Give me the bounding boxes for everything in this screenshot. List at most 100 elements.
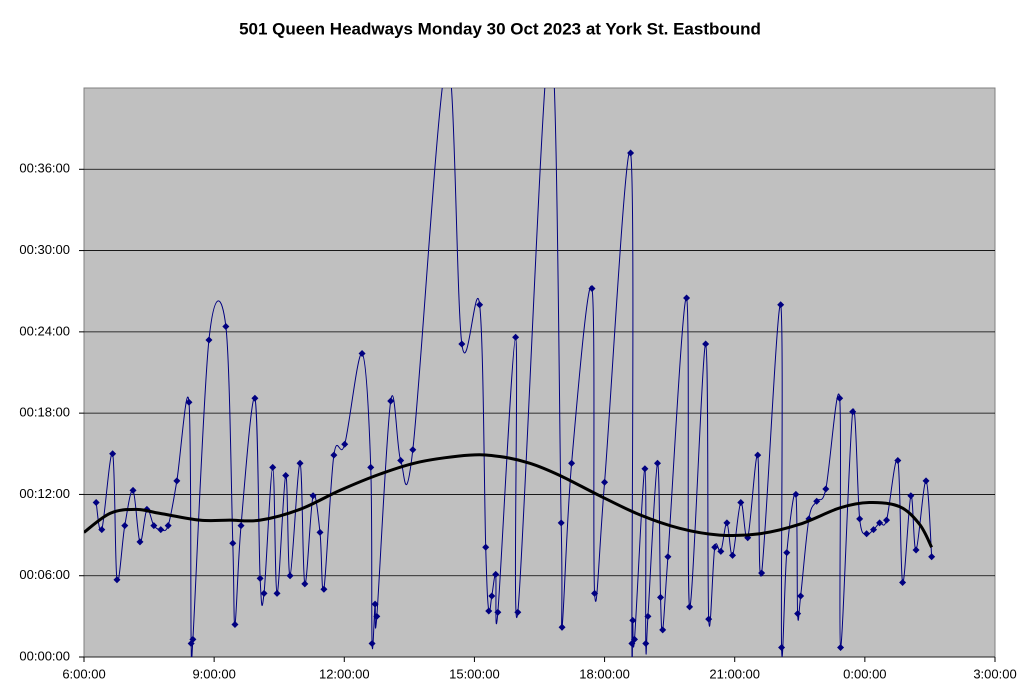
- y-tick-label: 00:00:00: [19, 648, 70, 663]
- data-point: [899, 578, 907, 586]
- data-point: [296, 459, 304, 467]
- chart-title: 501 Queen Headways Monday 30 Oct 2023 at…: [239, 19, 761, 38]
- data-point: [397, 457, 405, 465]
- data-point: [822, 485, 830, 493]
- data-point: [588, 285, 596, 293]
- data-point: [237, 522, 245, 530]
- data-point: [717, 547, 725, 555]
- x-tick-label: 12:00:00: [319, 666, 370, 681]
- data-point: [273, 589, 281, 597]
- data-point: [251, 394, 259, 402]
- data-point: [330, 451, 338, 459]
- data-point: [557, 519, 565, 527]
- data-point: [591, 589, 599, 597]
- data-point: [231, 620, 239, 628]
- data-point: [723, 519, 731, 527]
- data-point: [642, 639, 650, 647]
- data-point: [476, 301, 484, 309]
- data-point: [269, 463, 277, 471]
- data-point: [256, 574, 264, 582]
- data-point: [185, 398, 193, 406]
- data-point: [777, 301, 785, 309]
- x-tick-label: 0:00:00: [843, 666, 886, 681]
- data-point: [856, 515, 864, 523]
- data-point: [368, 639, 376, 647]
- data-point: [758, 569, 766, 577]
- data-point: [711, 543, 719, 551]
- data-point: [813, 497, 821, 505]
- data-point: [849, 408, 857, 416]
- x-tick-label: 15:00:00: [449, 666, 500, 681]
- data-point: [173, 477, 181, 485]
- data-point: [121, 522, 129, 530]
- data-point: [629, 616, 637, 624]
- data-point: [883, 516, 891, 524]
- data-point: [737, 499, 745, 507]
- data-point: [485, 607, 493, 615]
- y-tick-label: 00:36:00: [19, 161, 70, 176]
- data-point: [136, 538, 144, 546]
- data-point: [907, 492, 915, 500]
- data-point: [341, 440, 349, 448]
- data-point: [109, 450, 117, 458]
- data-point: [92, 499, 100, 507]
- data-point: [797, 592, 805, 600]
- data-point: [729, 551, 737, 559]
- data-point: [792, 490, 800, 498]
- data-point: [794, 610, 802, 618]
- data-point: [702, 340, 710, 348]
- data-point: [443, 57, 450, 64]
- data-point: [309, 492, 317, 500]
- y-tick-label: 00:30:00: [19, 242, 70, 257]
- data-point: [316, 528, 324, 536]
- y-tick-label: 00:06:00: [19, 567, 70, 582]
- data-point: [837, 644, 845, 652]
- data-point: [664, 553, 672, 561]
- y-tick-label: 00:12:00: [19, 486, 70, 501]
- x-tick-label: 21:00:00: [709, 666, 760, 681]
- data-point: [659, 626, 667, 634]
- y-tick-label: 00:24:00: [19, 323, 70, 338]
- data-point: [876, 519, 884, 527]
- data-point: [514, 608, 522, 616]
- data-point: [129, 486, 137, 494]
- data-point: [286, 572, 294, 580]
- data-point: [631, 635, 639, 643]
- data-point: [705, 615, 713, 623]
- data-point: [644, 612, 652, 620]
- data-point: [387, 397, 395, 405]
- y-tick-label: 00:18:00: [19, 405, 70, 420]
- data-point: [512, 333, 520, 341]
- data-point: [836, 394, 844, 402]
- data-point: [778, 644, 786, 652]
- data-point: [686, 603, 694, 611]
- data-point: [657, 593, 665, 601]
- data-point: [894, 457, 902, 465]
- data-point: [150, 522, 158, 530]
- data-point: [301, 580, 309, 588]
- data-point: [870, 526, 878, 534]
- data-point: [494, 608, 502, 616]
- data-point: [488, 592, 496, 600]
- data-point: [358, 350, 366, 358]
- data-point: [205, 336, 213, 344]
- data-point: [627, 149, 635, 157]
- data-point: [783, 549, 791, 557]
- data-point: [558, 623, 566, 631]
- trend-line: [84, 453, 934, 548]
- data-point: [912, 546, 920, 554]
- data-point: [371, 600, 379, 608]
- data-point: [482, 543, 490, 551]
- data-point: [863, 530, 871, 538]
- data-point: [373, 612, 381, 620]
- x-tick-label: 6:00:00: [62, 666, 105, 681]
- x-tick-label: 9:00:00: [192, 666, 235, 681]
- data-point: [282, 471, 290, 479]
- data-point: [222, 322, 230, 330]
- data-point: [601, 478, 609, 486]
- data-point: [653, 459, 661, 467]
- data-point: [409, 446, 417, 454]
- x-tick-label: 18:00:00: [579, 666, 630, 681]
- data-point: [683, 294, 691, 302]
